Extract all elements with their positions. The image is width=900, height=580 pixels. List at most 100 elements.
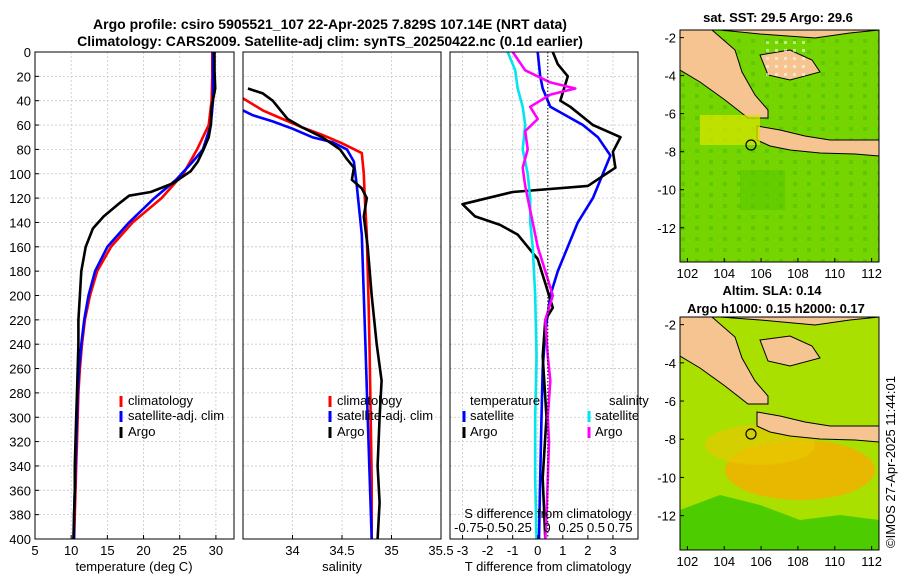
sst-land-sumatra bbox=[680, 30, 769, 119]
map-y-tick-label: -6 bbox=[664, 394, 676, 409]
map-x-tick-label: 108 bbox=[787, 554, 809, 569]
map-x-tick-label: 110 bbox=[824, 554, 845, 569]
x-tick-label: 25 bbox=[172, 543, 186, 558]
s-tick-label: 0 bbox=[543, 520, 550, 535]
depth-tick-label: 380 bbox=[9, 508, 31, 523]
depth-tick-label: 240 bbox=[9, 337, 31, 352]
legend-label-s-satellite: satellite bbox=[595, 408, 639, 423]
temperature-grid bbox=[35, 52, 234, 539]
series-line-satellite-adj-clim bbox=[243, 109, 373, 539]
legend-label-satellite: satellite-adj. clim bbox=[337, 408, 433, 423]
map-x-tick-label: 104 bbox=[713, 554, 735, 569]
map-x-tick-label: 108 bbox=[787, 266, 809, 281]
legend-label-argo: Argo bbox=[128, 424, 155, 439]
salinity-series bbox=[243, 87, 383, 539]
x-tick-label: 5 bbox=[31, 543, 38, 558]
map-y-tick-label: -4 bbox=[664, 356, 676, 371]
x-tick-label: -1 bbox=[507, 543, 519, 558]
map-x-tick-label: 102 bbox=[677, 266, 699, 281]
sla-map-title1: Altim. SLA: 0.14 bbox=[723, 283, 823, 298]
depth-tick-label: 220 bbox=[9, 313, 31, 328]
sst-map bbox=[680, 30, 879, 262]
depth-tick-label: 320 bbox=[9, 435, 31, 450]
salinity-x-axis: 34 34.5 35 35.5 bbox=[285, 535, 454, 558]
x-tick-label: 30 bbox=[209, 543, 223, 558]
sla-argo-marker bbox=[745, 428, 757, 440]
map-x-tick-label: 112 bbox=[861, 266, 882, 281]
sst-land-java bbox=[756, 125, 879, 157]
depth-tick-label: 300 bbox=[9, 410, 31, 425]
depth-tick-label: 140 bbox=[9, 215, 31, 230]
sst-map-axes: 102 104 106 108 110 112 -2 -4 -6 -8 -10 -12 bbox=[657, 31, 882, 281]
depth-tick-label: 400 bbox=[9, 532, 31, 547]
x-tick-label: 0 bbox=[534, 543, 541, 558]
s-tick-label: 0.5 bbox=[587, 520, 605, 535]
legend-label-argo: Argo bbox=[337, 424, 364, 439]
sla-land-island bbox=[759, 335, 821, 367]
x-tick-label: 35.5 bbox=[428, 543, 453, 558]
series-line-argo bbox=[72, 52, 217, 539]
legend-title-salinity: salinity bbox=[609, 393, 649, 408]
depth-tick-label: 80 bbox=[17, 142, 31, 157]
depth-tick-label: 200 bbox=[9, 289, 31, 304]
x-tick-label: -3 bbox=[457, 543, 469, 558]
depth-tick-label: 280 bbox=[9, 386, 31, 401]
difference-legend: temperature salinity satellite Argo sate… bbox=[462, 393, 649, 439]
difference-x-axis: -3 -2 -1 0 1 2 3 bbox=[457, 535, 617, 558]
map-x-tick-label: 106 bbox=[750, 266, 772, 281]
sla-map-title2: Argo h1000: 0.15 h2000: 0.17 bbox=[687, 301, 865, 316]
sla-land-borneo bbox=[719, 317, 879, 326]
sla-land-sumatra bbox=[680, 317, 769, 405]
title-line2: Climatology: CARS2009. Satellite-adj cli… bbox=[77, 33, 583, 49]
s-tick-label: -0.25 bbox=[502, 520, 532, 535]
x-tick-label: 10 bbox=[64, 543, 78, 558]
depth-tick-label: 0 bbox=[24, 45, 31, 60]
difference-series bbox=[461, 52, 622, 539]
s-tick-label: -0.5 bbox=[483, 520, 505, 535]
depth-tick-label: 120 bbox=[9, 191, 31, 206]
series-line-t-satellite bbox=[536, 52, 612, 539]
depth-tick-label: 20 bbox=[17, 69, 31, 84]
sst-map-title: sat. SST: 29.5 Argo: 29.6 bbox=[703, 10, 853, 25]
salinity-grid bbox=[243, 52, 441, 539]
x-tick-label: 1 bbox=[559, 543, 566, 558]
s-tick-label: 0.75 bbox=[607, 520, 632, 535]
map-x-tick-label: 110 bbox=[824, 266, 845, 281]
sst-map-frame bbox=[679, 29, 880, 263]
map-x-tick-label: 112 bbox=[861, 554, 882, 569]
series-line-s-argo bbox=[511, 52, 577, 539]
x-tick-label: -2 bbox=[482, 543, 494, 558]
sst-land-borneo bbox=[719, 30, 879, 39]
x-tick-label: 15 bbox=[100, 543, 114, 558]
s-tick-label: 0.25 bbox=[558, 520, 583, 535]
temperature-x-axis: 5 10 15 20 25 30 bbox=[31, 535, 223, 558]
legend-label-climatology: climatology bbox=[128, 393, 194, 408]
map-y-tick-label: -12 bbox=[657, 221, 676, 236]
salinity-legend: climatology satellite-adj. clim Argo bbox=[328, 393, 433, 439]
sla-map bbox=[680, 317, 879, 550]
x-tick-label: 35 bbox=[384, 543, 398, 558]
map-y-tick-label: -12 bbox=[657, 509, 676, 524]
imos-watermark: ©IMOS 27-Apr-2025 11:44:01 bbox=[883, 376, 898, 548]
legend-label-climatology: climatology bbox=[337, 393, 403, 408]
map-y-tick-label: -8 bbox=[664, 432, 676, 447]
depth-tick-label: 100 bbox=[9, 167, 31, 182]
sla-land-java bbox=[756, 411, 879, 443]
s-difference-label: S difference from climatology bbox=[464, 506, 632, 521]
difference-frame bbox=[449, 51, 639, 540]
depth-tick-label: 260 bbox=[9, 362, 31, 377]
map-y-tick-label: -2 bbox=[664, 31, 676, 46]
series-line-t-argo bbox=[461, 52, 622, 539]
x-tick-label: 34.5 bbox=[329, 543, 354, 558]
series-line-argo bbox=[247, 87, 383, 539]
s-difference-ticks: -0.75-0.5-0.25 0 0.25 0.5 0.75 bbox=[454, 520, 632, 535]
title-line1: Argo profile: csiro 5905521_107 22-Apr-2… bbox=[93, 16, 567, 32]
map-y-tick-label: -2 bbox=[664, 318, 676, 333]
depth-tick-label: 360 bbox=[9, 483, 31, 498]
depth-tick-label: 60 bbox=[17, 118, 31, 133]
x-tick-label: 3 bbox=[609, 543, 616, 558]
x-tick-label: 34 bbox=[285, 543, 299, 558]
depth-tick-label: 40 bbox=[17, 94, 31, 109]
map-x-tick-label: 106 bbox=[750, 554, 772, 569]
